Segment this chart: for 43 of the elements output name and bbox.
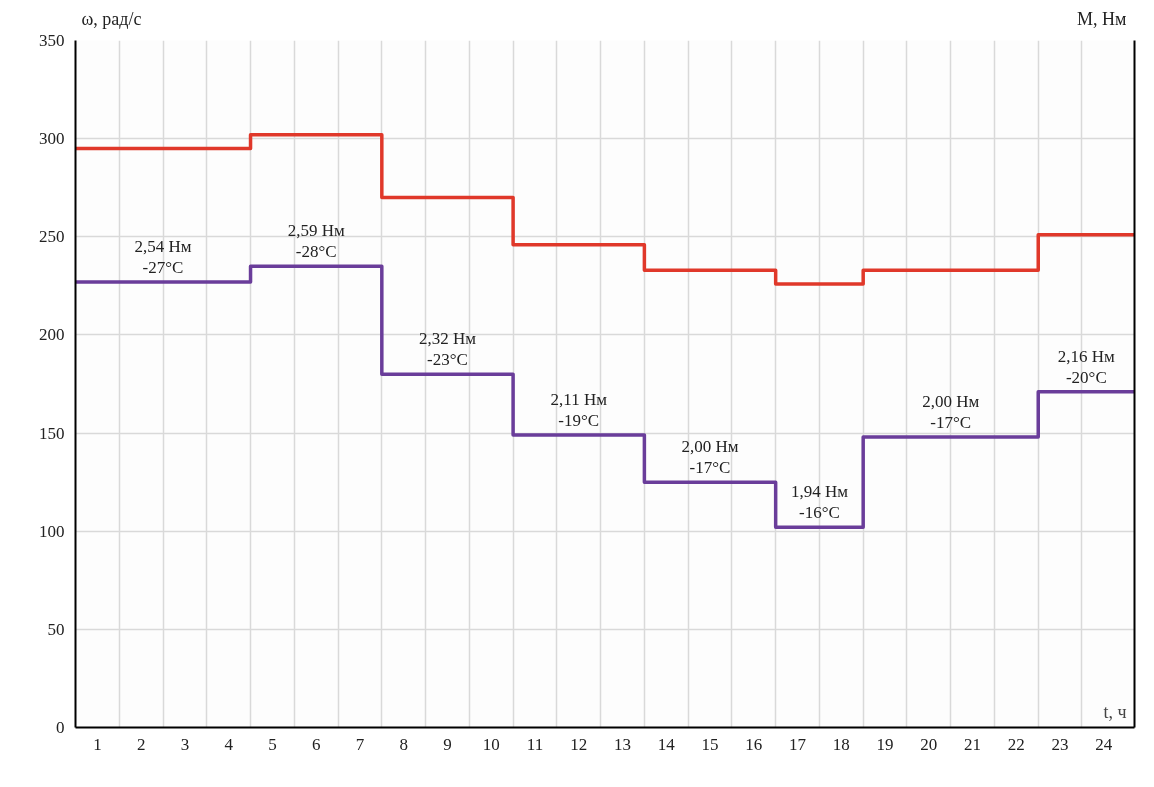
x-tick-label: 24 [1095, 734, 1113, 754]
x-axis-title: t, ч [1103, 701, 1127, 722]
annotation: 2,16 Нм -20°C [1057, 346, 1116, 387]
x-tick-label: 13 [614, 734, 631, 754]
annotation: 1,94 Нм -16°C [790, 482, 849, 523]
x-tick-label: 16 [745, 734, 763, 754]
x-tick-label: 1 [93, 734, 102, 754]
x-tick-label: 15 [701, 734, 719, 754]
y-tick-label: 150 [39, 423, 65, 443]
annotation: 2,59 Нм -28°C [287, 221, 345, 262]
x-tick-label: 4 [224, 734, 234, 754]
y-tick-label: 0 [56, 718, 65, 737]
annotation: 2,00 Нм -17°C [922, 392, 980, 432]
x-tick-label: 17 [789, 734, 807, 754]
y-tick-label: 100 [39, 521, 65, 541]
x-tick-label: 3 [180, 734, 190, 754]
x-tick-label: 21 [964, 734, 982, 754]
x-tick-label: 12 [570, 734, 588, 754]
x-tick-label: 5 [268, 734, 277, 754]
y2-axis-title: M, Нм [1077, 8, 1127, 29]
annotation: 2,54 Нм -27°C [134, 237, 192, 277]
annotation: 2,00 Нм -17°C [681, 437, 739, 478]
x-tick-label: 7 [355, 734, 365, 754]
x-tick-label: 23 [1051, 734, 1069, 754]
y-tick-label: 300 [39, 129, 65, 149]
y-tick-label: 250 [39, 227, 65, 247]
annotation: 2,32 Нм -23°C [418, 329, 477, 370]
x-tick-label: 6 [311, 734, 321, 754]
x-tick-label: 18 [832, 734, 850, 754]
y-tick-label: 350 [39, 31, 65, 50]
x-tick-label: 22 [1007, 734, 1025, 754]
x-tick-label: 11 [526, 734, 544, 754]
y-axis-title: ω, рад/с [81, 8, 142, 29]
x-tick-label: 10 [482, 734, 500, 754]
x-tick-label: 20 [920, 734, 938, 754]
x-tick-label: 9 [443, 734, 452, 754]
x-tick-label: 2 [136, 734, 146, 754]
x-tick-label: 19 [876, 734, 894, 754]
y-tick-label: 50 [47, 619, 65, 639]
x-tick-label: 14 [657, 734, 676, 754]
x-tick-label: 8 [399, 734, 408, 754]
y-tick-label: 200 [39, 325, 65, 345]
annotation: 2,11 Нм -19°C [550, 390, 608, 431]
